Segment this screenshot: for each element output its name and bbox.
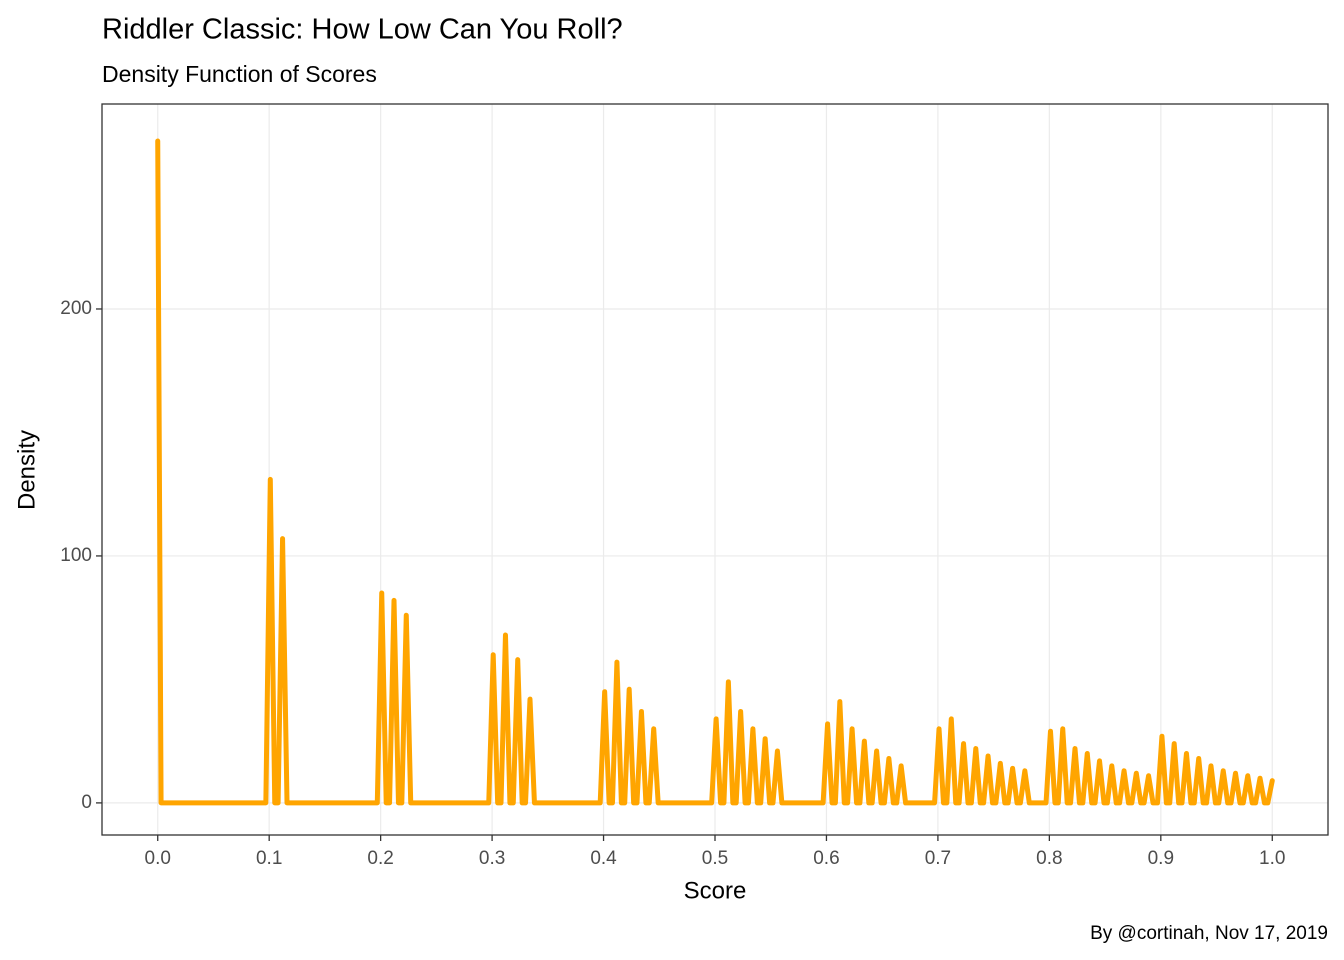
x-tick-label: 0.3 (479, 848, 505, 869)
chart-subtitle: Density Function of Scores (102, 61, 377, 87)
x-tick-label: 0.6 (813, 848, 839, 869)
x-tick-label: 1.0 (1259, 848, 1285, 869)
chart-title: Riddler Classic: How Low Can You Roll? (102, 14, 623, 46)
density-line (155, 138, 1275, 806)
x-tick-label: 0.9 (1148, 848, 1174, 869)
axis-layer: 0.0 0.1 0.2 0.3 0.4 0.5 0.6 0.7 0.8 0.9 1.0 0 100 200 (60, 298, 1285, 869)
y-axis-title: Density (13, 430, 40, 510)
x-tick-label: 0.1 (256, 848, 282, 869)
x-tick-label: 0.8 (1036, 848, 1062, 869)
caption: By @cortinah, Nov 17, 2019 (1090, 923, 1328, 944)
x-tick-label: 0.7 (925, 848, 951, 869)
x-axis-title: Score (684, 877, 747, 904)
x-tick-label: 0.0 (145, 848, 171, 869)
data-layer (155, 138, 1275, 806)
y-tick-label: 200 (60, 298, 92, 319)
x-tick-label: 0.2 (367, 848, 393, 869)
y-tick-label: 100 (60, 545, 92, 566)
x-tick-label: 0.5 (702, 848, 728, 869)
x-tick-label: 0.4 (590, 848, 617, 869)
y-tick-label: 0 (81, 792, 92, 813)
